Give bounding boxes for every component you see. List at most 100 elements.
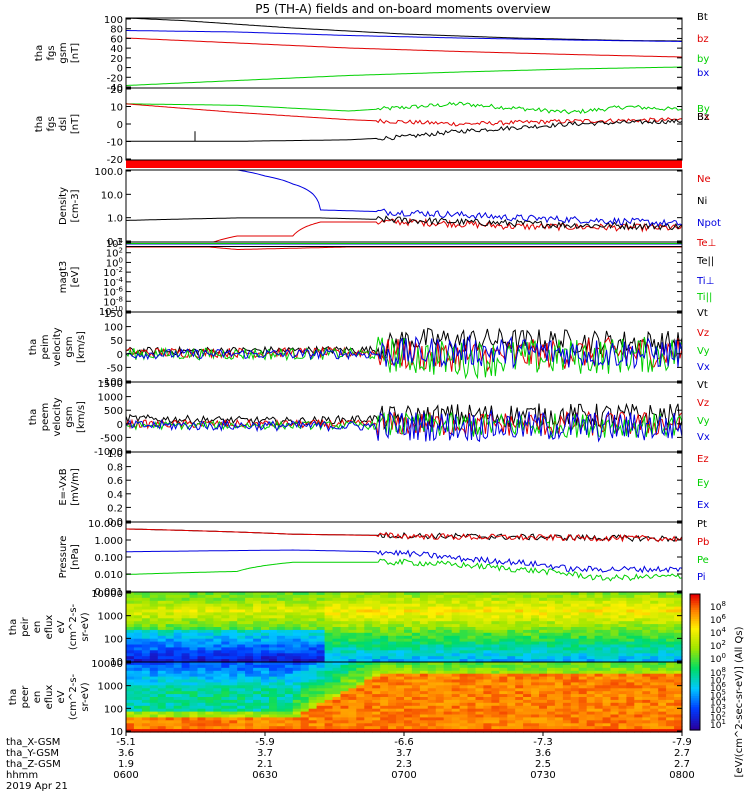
heat-cell bbox=[292, 600, 302, 605]
heat-cell bbox=[149, 592, 159, 596]
heat-cell bbox=[562, 638, 572, 643]
heat-cell bbox=[396, 664, 405, 669]
heat-cell bbox=[372, 594, 381, 599]
heat-cell bbox=[475, 612, 484, 616]
ylabel-line: gsm bbox=[64, 406, 75, 427]
heat-cell bbox=[475, 705, 484, 710]
series-line-bz bbox=[125, 37, 682, 58]
heat-cell bbox=[666, 624, 675, 628]
heat-cell bbox=[229, 644, 238, 648]
heat-cell bbox=[626, 664, 635, 669]
heat-cell bbox=[467, 656, 476, 660]
heat-cell bbox=[658, 714, 667, 718]
heat-cell bbox=[674, 670, 683, 675]
heat-cell bbox=[340, 676, 349, 681]
heat-cell bbox=[157, 612, 167, 616]
heat-cell bbox=[292, 702, 302, 707]
heat-cell bbox=[133, 676, 143, 681]
heat-cell bbox=[602, 635, 612, 640]
colorbar-cell bbox=[690, 709, 700, 713]
heat-cell bbox=[666, 603, 675, 608]
heat-cell bbox=[570, 606, 580, 611]
heat-cell bbox=[586, 679, 596, 683]
heat-cell bbox=[443, 717, 453, 721]
heat-cell bbox=[173, 714, 183, 718]
heat-cell bbox=[539, 691, 548, 695]
heat-cell bbox=[483, 691, 492, 695]
heat-cell bbox=[539, 699, 548, 704]
heat-cell bbox=[539, 714, 548, 718]
heat-cell bbox=[626, 606, 635, 611]
ylabel-line: dsl bbox=[58, 117, 69, 131]
heat-cell bbox=[531, 685, 540, 689]
heat-cell bbox=[205, 656, 214, 660]
heat-cell bbox=[141, 612, 151, 616]
heat-cell bbox=[475, 720, 484, 724]
ylabel-line: tha bbox=[8, 689, 19, 705]
heat-cell bbox=[149, 720, 159, 724]
heat-cell bbox=[578, 612, 588, 616]
heat-cell bbox=[427, 615, 437, 619]
heat-cell bbox=[126, 708, 135, 713]
ylabel-line: tha bbox=[28, 409, 39, 425]
heat-cell bbox=[610, 691, 619, 695]
heat-cell bbox=[618, 670, 627, 675]
heat-cell bbox=[388, 653, 397, 657]
heat-cell bbox=[618, 714, 627, 718]
xtick-label: -5.1 bbox=[116, 737, 136, 748]
heat-cell bbox=[642, 717, 651, 721]
heat-cell bbox=[562, 621, 572, 625]
heat-cell bbox=[634, 624, 643, 628]
heat-cell bbox=[427, 691, 437, 695]
heat-cell bbox=[388, 682, 397, 686]
heat-cell bbox=[189, 702, 198, 707]
heat-cell bbox=[380, 717, 389, 721]
heat-cell bbox=[364, 606, 373, 611]
heat-cell bbox=[396, 638, 405, 643]
heat-cell bbox=[181, 618, 191, 622]
heat-cell bbox=[173, 673, 183, 678]
heat-cell bbox=[189, 621, 198, 625]
heat-cell bbox=[276, 609, 286, 613]
heat-cell bbox=[356, 659, 365, 663]
heat-cell bbox=[284, 650, 294, 654]
heat-cell bbox=[427, 638, 437, 643]
heat-cell bbox=[364, 723, 373, 727]
ylabel-line: en bbox=[32, 621, 43, 634]
heat-cell bbox=[610, 714, 619, 718]
heat-cell bbox=[634, 688, 643, 692]
heat-cell bbox=[292, 676, 302, 681]
heat-cell bbox=[642, 600, 651, 605]
heat-cell bbox=[578, 600, 588, 605]
heat-cell bbox=[547, 699, 556, 704]
heat-cell bbox=[149, 679, 159, 683]
heat-cell bbox=[237, 592, 246, 596]
heat-cell bbox=[491, 597, 500, 602]
heat-cell bbox=[642, 720, 651, 724]
heat-cell bbox=[340, 627, 349, 631]
ylabel-line: eV bbox=[56, 620, 67, 633]
legend-label: Ti|| bbox=[696, 292, 712, 303]
legend-label: Vz bbox=[697, 328, 709, 339]
heat-cell bbox=[205, 702, 214, 707]
heat-cell bbox=[491, 711, 500, 716]
heat-cell bbox=[332, 594, 341, 599]
heat-cell bbox=[332, 688, 341, 692]
heat-cell bbox=[229, 682, 238, 686]
heat-cell bbox=[149, 676, 159, 681]
heat-cell bbox=[467, 621, 476, 625]
heat-cell bbox=[562, 682, 572, 686]
heat-cell bbox=[308, 615, 318, 619]
heat-cell bbox=[340, 621, 349, 625]
heat-cell bbox=[276, 673, 286, 678]
heat-cell bbox=[666, 705, 675, 710]
heat-cell bbox=[245, 679, 254, 683]
heat-cell bbox=[467, 644, 476, 648]
ytick-label: 100 bbox=[104, 634, 123, 645]
heat-cell bbox=[523, 650, 532, 654]
colorbar-tick: 108 bbox=[710, 600, 726, 613]
heat-cell bbox=[650, 664, 659, 669]
heat-cell bbox=[356, 618, 365, 622]
heat-cell bbox=[594, 714, 604, 718]
heat-cell bbox=[404, 597, 413, 602]
